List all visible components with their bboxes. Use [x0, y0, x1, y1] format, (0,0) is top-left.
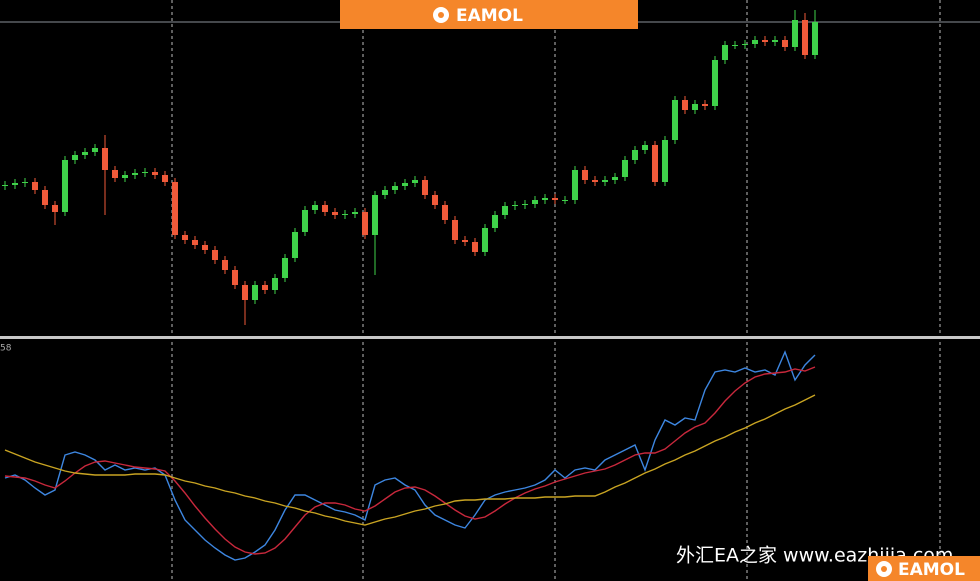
- candle-body: [502, 206, 508, 215]
- candle-body: [462, 240, 468, 242]
- candle-body: [82, 152, 88, 155]
- candle-body: [152, 172, 158, 175]
- pane-separator: [0, 336, 980, 339]
- candle-body: [252, 285, 258, 300]
- candle-body: [612, 177, 618, 180]
- candle-body: [22, 182, 28, 183]
- candle-body: [352, 212, 358, 214]
- candle-body: [92, 148, 98, 152]
- candle-body: [172, 182, 178, 235]
- candle-body: [242, 285, 248, 300]
- candle-body: [162, 175, 168, 182]
- candle-body: [812, 22, 818, 55]
- candle-body: [442, 205, 448, 220]
- candle-body: [132, 173, 138, 175]
- candle-body: [72, 155, 78, 160]
- candle-body: [742, 44, 748, 45]
- candle-body: [182, 235, 188, 240]
- candle-body: [412, 180, 418, 183]
- candle-body: [102, 148, 108, 170]
- candle-body: [602, 180, 608, 182]
- banner-bg: [340, 0, 638, 29]
- candle-body: [532, 200, 538, 204]
- candle-body: [52, 205, 58, 212]
- candle-body: [802, 20, 808, 55]
- banner-logo: EAMOL: [456, 6, 523, 26]
- candle-body: [582, 170, 588, 180]
- candle-body: [492, 215, 498, 228]
- candle-body: [202, 245, 208, 250]
- candle-body: [772, 40, 778, 42]
- candle-body: [282, 258, 288, 278]
- indicator-line: [4, 394, 816, 526]
- badge-dot: [881, 566, 887, 572]
- candle-body: [392, 186, 398, 190]
- candle-body: [232, 270, 238, 285]
- candle-body: [512, 205, 518, 206]
- candle-body: [522, 204, 528, 205]
- logo-dot: [438, 12, 444, 18]
- candle-body: [782, 40, 788, 47]
- candle-body: [552, 198, 558, 200]
- candle-body: [372, 195, 378, 235]
- candle-body: [642, 145, 648, 150]
- candle-body: [592, 180, 598, 182]
- candle-body: [542, 198, 548, 200]
- candle-body: [422, 180, 428, 195]
- candle-body: [272, 278, 278, 290]
- indicator-line: [4, 366, 816, 555]
- candle-body: [332, 212, 338, 215]
- candle-body: [222, 260, 228, 270]
- candle-body: [362, 212, 368, 235]
- candle-body: [682, 100, 688, 110]
- candle-body: [482, 228, 488, 252]
- banner: EAMOL: [340, 0, 638, 29]
- candle-body: [292, 232, 298, 258]
- candle-body: [12, 183, 18, 185]
- candle-body: [762, 40, 768, 42]
- candle-body: [402, 183, 408, 186]
- candle-body: [262, 285, 268, 290]
- candle-body: [792, 20, 798, 47]
- candle-body: [112, 170, 118, 178]
- candle-body: [672, 100, 678, 140]
- candle-body: [42, 190, 48, 205]
- candle-body: [2, 185, 8, 186]
- candle-body: [722, 45, 728, 60]
- candle-body: [432, 195, 438, 205]
- candle-body: [652, 145, 658, 182]
- candle-body: [62, 160, 68, 212]
- candle-body: [472, 242, 478, 252]
- badge-logo: EAMOL: [898, 560, 965, 580]
- candle-body: [732, 45, 738, 46]
- candle-body: [712, 60, 718, 106]
- candle-body: [662, 140, 668, 182]
- plot: [2, 10, 818, 561]
- candle-body: [752, 40, 758, 44]
- candle-body: [212, 250, 218, 260]
- indicator-label: 58: [0, 344, 12, 354]
- candle-body: [32, 182, 38, 190]
- candle-body: [632, 150, 638, 160]
- candle-body: [192, 240, 198, 245]
- time-grid: [171, 0, 941, 581]
- candle-body: [702, 104, 708, 106]
- badge: EAMOL: [868, 556, 980, 581]
- candle-body: [692, 104, 698, 110]
- candle-body: [562, 200, 568, 201]
- candle-body: [452, 220, 458, 240]
- candle-body: [122, 175, 128, 178]
- candle-body: [312, 205, 318, 210]
- candle-body: [322, 205, 328, 212]
- candle-body: [302, 210, 308, 232]
- candle-body: [142, 172, 148, 173]
- candle-body: [382, 190, 388, 195]
- candle-body: [342, 214, 348, 215]
- candle-body: [572, 170, 578, 200]
- candle-body: [622, 160, 628, 177]
